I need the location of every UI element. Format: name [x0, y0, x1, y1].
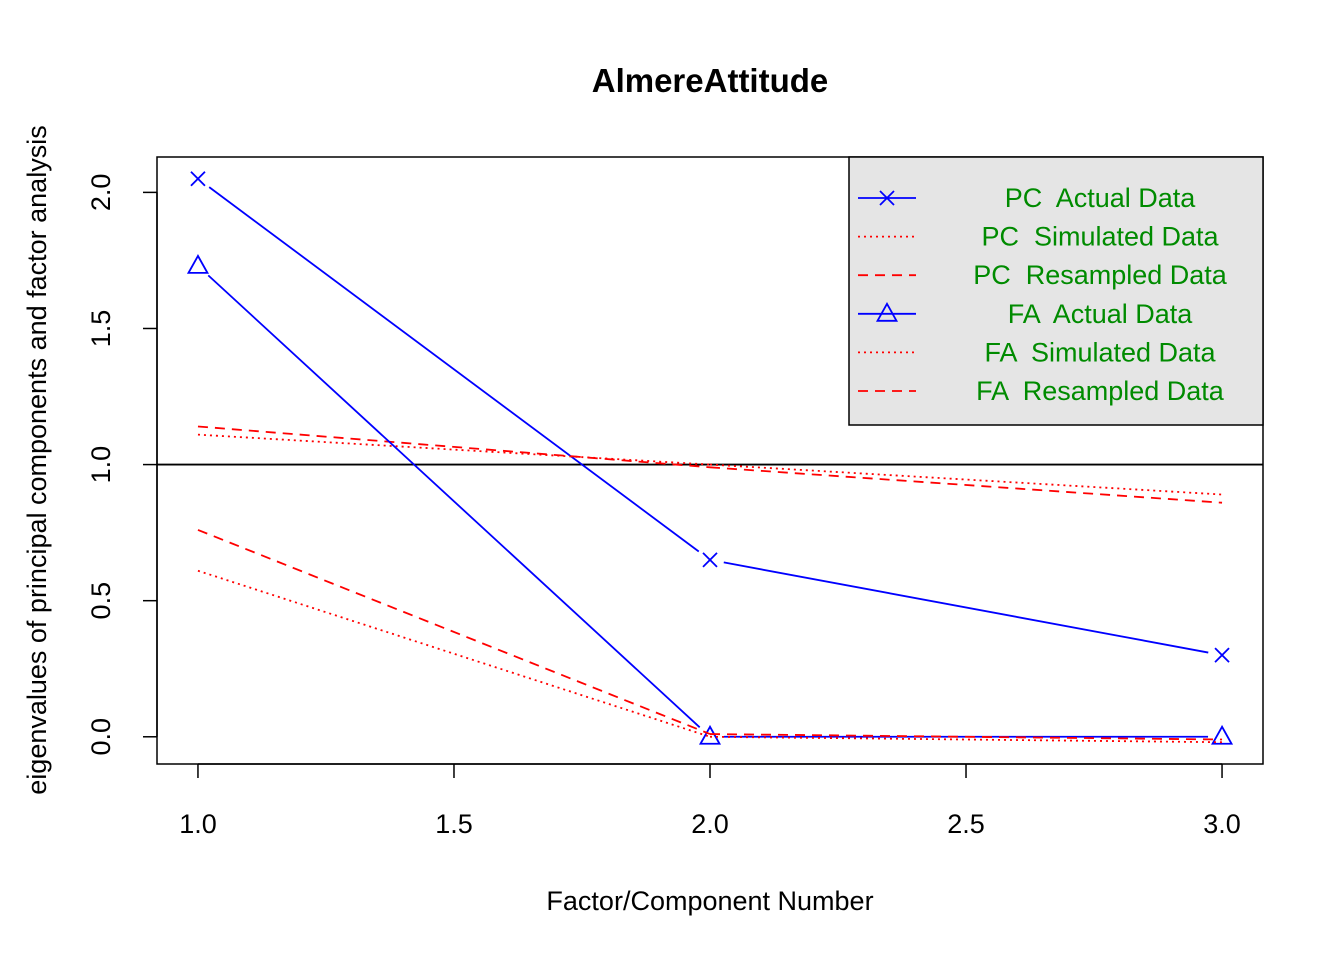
series-2	[197, 425, 1223, 504]
plot-area	[157, 171, 1263, 745]
legend-label: PC Resampled Data	[973, 260, 1228, 290]
series-segment	[723, 561, 1209, 654]
series-segment	[197, 433, 711, 466]
legend-label: FA Resampled Data	[976, 376, 1225, 406]
marker-x-stroke	[879, 190, 895, 206]
legend-label: FA Actual Data	[1008, 299, 1194, 329]
series-segment	[709, 463, 1223, 496]
marker-x-stroke	[702, 552, 718, 568]
series-segment	[709, 735, 1223, 744]
x-tick-label: 3.0	[1203, 809, 1241, 839]
legend-box	[848, 156, 1264, 426]
x-tick-label: 2.0	[691, 809, 729, 839]
y-axis: 0.0 0.5 1.0 1.5 2.0	[86, 174, 158, 756]
series-segment	[208, 186, 700, 553]
marker-x	[702, 552, 718, 568]
y-tick-label: 1.5	[86, 310, 116, 348]
marker-x-stroke	[1214, 647, 1230, 663]
marker-triangle	[186, 254, 209, 274]
x-axis-label: Factor/Component Number	[546, 886, 873, 916]
x-tick-label: 1.0	[179, 809, 217, 839]
y-tick-label: 0.0	[86, 718, 116, 756]
y-tick-label: 0.5	[86, 582, 116, 620]
series-5	[197, 529, 1223, 741]
series-segment	[197, 425, 711, 469]
series-0	[190, 171, 1230, 663]
series-4	[197, 569, 1223, 744]
series-segment	[197, 569, 711, 738]
x-tick-label: 1.5	[435, 809, 473, 839]
y-tick-label: 2.0	[86, 174, 116, 212]
marker-x-stroke	[190, 171, 206, 187]
series-segment	[197, 529, 711, 735]
legend: PC Actual Data PC Simulated Data PC Resamp…	[848, 156, 1264, 426]
series-1	[197, 433, 1223, 496]
series-segment	[207, 274, 701, 728]
marker-triangle	[698, 724, 722, 745]
series-segment	[709, 466, 1223, 504]
y-tick-label: 1.0	[86, 446, 116, 484]
series-segment	[709, 733, 1223, 741]
marker-x	[879, 190, 895, 206]
marker-x	[1214, 647, 1230, 663]
chart-title: AlmereAttitude	[592, 62, 829, 99]
legend-label: PC Simulated Data	[981, 222, 1219, 252]
x-axis: 1.0 1.5 2.0 2.5 3.0	[179, 763, 1241, 839]
marker-triangle	[1211, 724, 1234, 745]
marker-x	[190, 171, 206, 187]
x-tick-label: 2.5	[947, 809, 985, 839]
legend-label: PC Actual Data	[1005, 183, 1197, 213]
legend-label: FA Simulated Data	[984, 337, 1216, 367]
marker-triangle	[875, 301, 899, 322]
y-axis-label: eigenvalues of principal components and …	[22, 125, 52, 794]
